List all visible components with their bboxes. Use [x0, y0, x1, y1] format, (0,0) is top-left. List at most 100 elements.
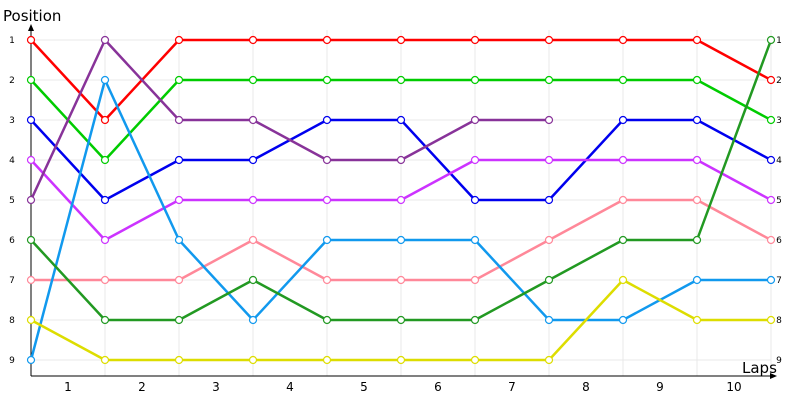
data-point — [26, 195, 36, 205]
y-tick-label-right: 9 — [776, 356, 782, 366]
x-tick-label: 9 — [656, 380, 664, 394]
x-axis-title: Laps — [742, 359, 777, 377]
data-point — [470, 75, 480, 85]
data-point — [692, 275, 702, 285]
tick-labels: 1 1 2 2 3 3 4 4 5 5 6 6 7 7 8 8 9 9 1 2 3 4 5 6 7 8 9 10 — [9, 36, 782, 394]
data-point — [100, 115, 110, 125]
data-point — [692, 195, 702, 205]
data-point — [248, 315, 258, 325]
data-point — [544, 275, 554, 285]
data-point — [544, 195, 554, 205]
y-tick-label: 3 — [9, 116, 15, 126]
x-tick-label: 6 — [434, 380, 442, 394]
data-point — [322, 275, 332, 285]
series-lines — [26, 35, 776, 365]
data-point — [26, 155, 36, 165]
data-point — [174, 275, 184, 285]
data-point — [618, 75, 628, 85]
y-tick-label: 5 — [9, 196, 15, 206]
x-tick-label: 1 — [64, 380, 72, 394]
x-axis-arrow — [770, 373, 777, 379]
y-tick-label-right: 5 — [776, 196, 782, 206]
data-point — [248, 115, 258, 125]
data-point — [174, 195, 184, 205]
y-tick-label: 9 — [9, 356, 15, 366]
data-point — [26, 115, 36, 125]
data-point — [766, 75, 776, 85]
data-point — [100, 35, 110, 45]
data-point — [26, 355, 36, 365]
data-point — [322, 315, 332, 325]
data-point — [322, 115, 332, 125]
data-point — [322, 155, 332, 165]
data-point — [544, 155, 554, 165]
x-tick-label: 10 — [726, 380, 741, 394]
data-point — [174, 315, 184, 325]
data-point — [100, 155, 110, 165]
data-point — [618, 155, 628, 165]
data-point — [470, 315, 480, 325]
data-point — [322, 35, 332, 45]
y-tick-label: 1 — [9, 36, 15, 46]
data-point — [544, 115, 554, 125]
data-point — [174, 155, 184, 165]
data-point — [322, 355, 332, 365]
data-point — [248, 195, 258, 205]
data-point — [396, 275, 406, 285]
data-point — [100, 75, 110, 85]
data-point — [396, 355, 406, 365]
data-point — [100, 195, 110, 205]
data-point — [544, 235, 554, 245]
data-point — [618, 235, 628, 245]
data-point — [470, 355, 480, 365]
data-point — [26, 235, 36, 245]
data-point — [100, 315, 110, 325]
y-axis-title: Position — [3, 7, 61, 25]
data-point — [248, 35, 258, 45]
data-point — [544, 315, 554, 325]
x-tick-label: 5 — [360, 380, 368, 394]
data-point — [766, 115, 776, 125]
data-point — [692, 35, 702, 45]
data-point — [100, 235, 110, 245]
data-point — [618, 275, 628, 285]
data-point — [396, 115, 406, 125]
data-point — [248, 235, 258, 245]
data-point — [248, 155, 258, 165]
data-point — [692, 315, 702, 325]
data-point — [100, 355, 110, 365]
data-point — [26, 315, 36, 325]
x-tick-label: 4 — [286, 380, 294, 394]
data-point — [396, 75, 406, 85]
data-point — [100, 275, 110, 285]
data-point — [26, 275, 36, 285]
data-point — [396, 315, 406, 325]
data-point — [322, 235, 332, 245]
data-point — [618, 35, 628, 45]
data-point — [248, 355, 258, 365]
data-point — [766, 235, 776, 245]
data-point — [174, 235, 184, 245]
y-tick-label-right: 4 — [776, 156, 782, 166]
data-point — [26, 35, 36, 45]
x-tick-label: 7 — [508, 380, 516, 394]
data-point — [692, 235, 702, 245]
data-point — [322, 195, 332, 205]
data-point — [618, 115, 628, 125]
x-tick-label: 2 — [138, 380, 146, 394]
data-point — [618, 315, 628, 325]
data-point — [470, 235, 480, 245]
data-point — [766, 155, 776, 165]
data-point — [544, 355, 554, 365]
y-tick-label-right: 8 — [776, 316, 782, 326]
data-point — [766, 35, 776, 45]
data-point — [174, 115, 184, 125]
data-point — [396, 155, 406, 165]
y-tick-label-right: 1 — [776, 36, 782, 46]
data-point — [766, 195, 776, 205]
data-point — [618, 195, 628, 205]
data-point — [470, 115, 480, 125]
y-tick-label: 2 — [9, 76, 15, 86]
y-tick-label: 8 — [9, 316, 15, 326]
